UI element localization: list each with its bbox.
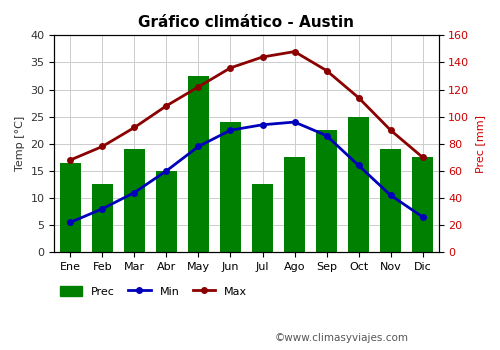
Bar: [316, 130, 337, 252]
Y-axis label: Prec [mm]: Prec [mm]: [475, 115, 485, 173]
Bar: [380, 149, 401, 252]
Bar: [284, 157, 305, 252]
Bar: [252, 184, 273, 252]
Bar: [60, 163, 81, 252]
Bar: [348, 117, 369, 252]
Legend: Prec, Min, Max: Prec, Min, Max: [60, 286, 247, 297]
Bar: [156, 171, 177, 252]
Bar: [412, 157, 433, 252]
Text: ©www.climasyviajes.com: ©www.climasyviajes.com: [275, 333, 409, 343]
Title: Gráfico climático - Austin: Gráfico climático - Austin: [138, 15, 354, 30]
Bar: [124, 149, 145, 252]
Bar: [220, 122, 241, 252]
Y-axis label: Temp [°C]: Temp [°C]: [15, 116, 25, 172]
Bar: [188, 76, 209, 252]
Bar: [92, 184, 113, 252]
